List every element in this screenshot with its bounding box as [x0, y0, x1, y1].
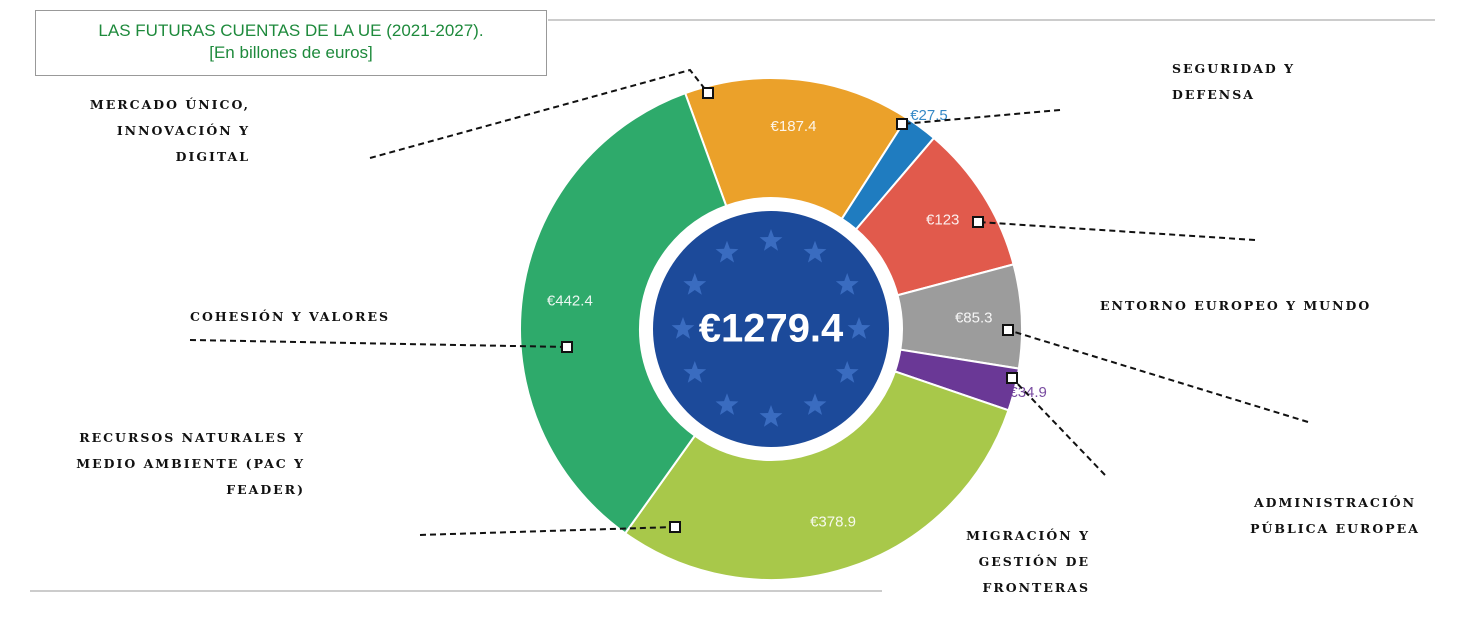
center-total: €1279.4: [699, 307, 844, 351]
callout-marker: [1007, 373, 1017, 383]
callout-marker: [703, 88, 713, 98]
category-label: RECURSOS NATURALES Y MEDIO AMBIENTE (PAC…: [40, 425, 305, 503]
value-label: €378.9: [810, 513, 856, 530]
callout-marker: [1003, 325, 1013, 335]
category-label: ENTORNO EUROPEO Y MUNDO: [1100, 293, 1440, 319]
value-label: €123: [926, 212, 959, 229]
category-label: COHESIÓN Y VALORES: [190, 304, 450, 330]
chart-subtitle: [En billones de euros]: [36, 42, 546, 64]
infographic: €187.4€27.5€123€85.3€34.9€378.9€442.4€12…: [0, 0, 1463, 622]
callout-marker: [562, 342, 572, 352]
callout-line: [1008, 330, 1308, 422]
callout-line: [1012, 378, 1105, 475]
title-box: LAS FUTURAS CUENTAS DE LA UE (2021-2027)…: [35, 10, 547, 76]
category-label: MIGRACIÓN Y GESTIÓN DE FRONTERAS: [905, 523, 1090, 601]
chart-title: LAS FUTURAS CUENTAS DE LA UE (2021-2027)…: [36, 20, 546, 42]
callout-marker: [973, 217, 983, 227]
callout-marker: [897, 119, 907, 129]
value-label: €442.4: [547, 293, 593, 310]
category-label: ADMINISTRACIÓN PÚBLICA EUROPEA: [1215, 490, 1455, 542]
callout-line: [978, 222, 1255, 240]
value-label: €85.3: [955, 310, 993, 327]
category-label: SEGURIDAD Y DEFENSA: [1172, 56, 1302, 108]
callout-marker: [670, 522, 680, 532]
callout-line: [190, 340, 567, 347]
value-label: €187.4: [771, 118, 817, 135]
category-label: MERCADO ÚNICO, INNOVACIÓN Y DIGITAL: [40, 92, 250, 170]
value-label: €34.9: [1009, 384, 1047, 401]
